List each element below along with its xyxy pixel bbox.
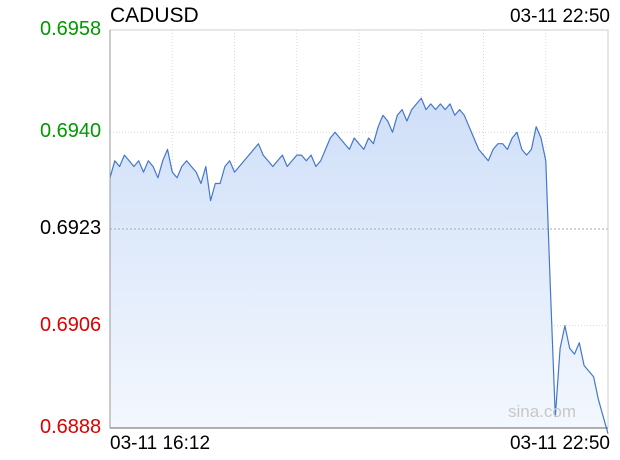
y-tick-label: 0.6958: [40, 18, 102, 40]
watermark-text: sina.com: [508, 402, 577, 421]
y-tick-label: 0.6923: [40, 217, 102, 239]
y-tick-label: 0.6906: [40, 313, 102, 336]
chart-title: CADUSD: [110, 4, 199, 27]
header-datetime: 03-11 22:50: [509, 6, 610, 27]
price-area: [110, 98, 608, 434]
y-tick-label: 0.6888: [40, 416, 102, 438]
price-line: [109, 97, 609, 434]
x-tick-end: 03-11 22:50: [509, 433, 610, 454]
x-tick-start: 03-11 16:12: [110, 433, 211, 454]
y-tick-label: 0.6940: [40, 120, 102, 143]
